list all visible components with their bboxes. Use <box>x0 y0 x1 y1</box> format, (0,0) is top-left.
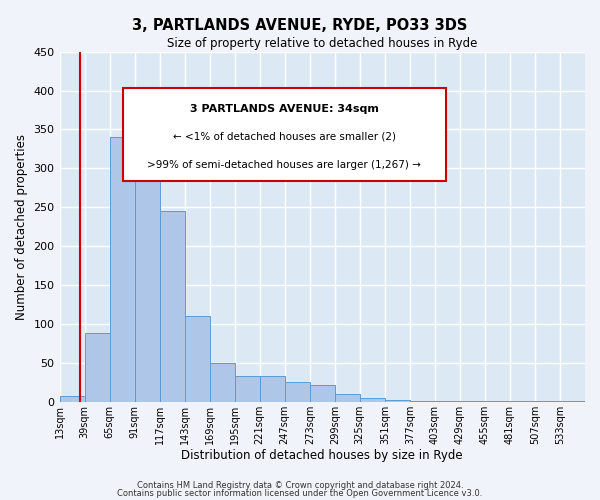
Bar <box>110 138 134 402</box>
Text: Contains HM Land Registry data © Crown copyright and database right 2024.: Contains HM Land Registry data © Crown c… <box>137 480 463 490</box>
Bar <box>385 400 410 402</box>
Bar <box>535 401 560 402</box>
Text: Contains public sector information licensed under the Open Government Licence v3: Contains public sector information licen… <box>118 489 482 498</box>
Text: 3, PARTLANDS AVENUE, RYDE, PO33 3DS: 3, PARTLANDS AVENUE, RYDE, PO33 3DS <box>133 18 467 32</box>
Bar <box>285 382 310 402</box>
Bar <box>360 398 385 402</box>
Bar <box>485 401 510 402</box>
Text: ← <1% of detached houses are smaller (2): ← <1% of detached houses are smaller (2) <box>173 132 395 141</box>
Text: 3 PARTLANDS AVENUE: 34sqm: 3 PARTLANDS AVENUE: 34sqm <box>190 104 379 114</box>
Bar <box>335 394 360 402</box>
Bar <box>59 396 85 402</box>
Bar <box>85 334 110 402</box>
Bar <box>260 376 285 402</box>
Bar <box>160 211 185 402</box>
Bar <box>235 376 260 402</box>
FancyBboxPatch shape <box>122 88 446 181</box>
Bar <box>435 401 460 402</box>
Bar <box>510 401 535 402</box>
Y-axis label: Number of detached properties: Number of detached properties <box>15 134 28 320</box>
Bar <box>209 363 235 402</box>
Bar <box>134 141 160 402</box>
Bar <box>410 401 435 402</box>
Text: >99% of semi-detached houses are larger (1,267) →: >99% of semi-detached houses are larger … <box>147 160 421 170</box>
Title: Size of property relative to detached houses in Ryde: Size of property relative to detached ho… <box>167 38 478 51</box>
Bar <box>460 401 485 402</box>
Bar <box>185 316 209 402</box>
Bar <box>310 384 335 402</box>
X-axis label: Distribution of detached houses by size in Ryde: Distribution of detached houses by size … <box>181 450 463 462</box>
Bar <box>560 401 585 402</box>
